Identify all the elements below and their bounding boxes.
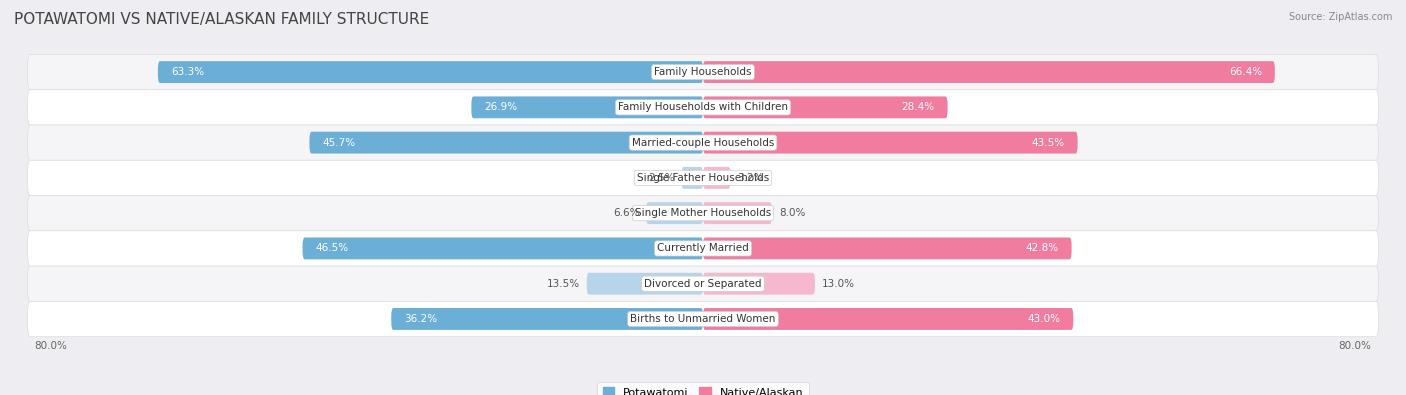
Text: Family Households with Children: Family Households with Children xyxy=(619,102,787,112)
Text: 63.3%: 63.3% xyxy=(170,67,204,77)
Text: Family Households: Family Households xyxy=(654,67,752,77)
Text: Single Mother Households: Single Mother Households xyxy=(636,208,770,218)
Text: Source: ZipAtlas.com: Source: ZipAtlas.com xyxy=(1288,12,1392,22)
Text: Births to Unmarried Women: Births to Unmarried Women xyxy=(630,314,776,324)
Legend: Potawatomi, Native/Alaskan: Potawatomi, Native/Alaskan xyxy=(598,382,808,395)
FancyBboxPatch shape xyxy=(703,61,1275,83)
FancyBboxPatch shape xyxy=(28,55,1378,90)
Text: POTAWATOMI VS NATIVE/ALASKAN FAMILY STRUCTURE: POTAWATOMI VS NATIVE/ALASKAN FAMILY STRU… xyxy=(14,12,429,27)
Text: 3.2%: 3.2% xyxy=(738,173,763,183)
Text: Married-couple Households: Married-couple Households xyxy=(631,137,775,148)
FancyBboxPatch shape xyxy=(391,308,703,330)
FancyBboxPatch shape xyxy=(703,167,731,189)
Text: Divorced or Separated: Divorced or Separated xyxy=(644,279,762,289)
FancyBboxPatch shape xyxy=(28,301,1378,337)
Text: 42.8%: 42.8% xyxy=(1025,243,1059,254)
FancyBboxPatch shape xyxy=(302,237,703,260)
FancyBboxPatch shape xyxy=(28,231,1378,266)
Text: 43.0%: 43.0% xyxy=(1028,314,1060,324)
FancyBboxPatch shape xyxy=(703,96,948,118)
Text: 8.0%: 8.0% xyxy=(779,208,806,218)
Text: 28.4%: 28.4% xyxy=(901,102,935,112)
Text: 2.5%: 2.5% xyxy=(648,173,675,183)
FancyBboxPatch shape xyxy=(703,308,1073,330)
Text: 13.5%: 13.5% xyxy=(547,279,579,289)
FancyBboxPatch shape xyxy=(309,132,703,154)
Text: 43.5%: 43.5% xyxy=(1032,137,1064,148)
FancyBboxPatch shape xyxy=(28,125,1378,160)
Text: 66.4%: 66.4% xyxy=(1229,67,1263,77)
FancyBboxPatch shape xyxy=(586,273,703,295)
Text: Currently Married: Currently Married xyxy=(657,243,749,254)
Text: 46.5%: 46.5% xyxy=(315,243,349,254)
FancyBboxPatch shape xyxy=(703,237,1071,260)
FancyBboxPatch shape xyxy=(703,202,772,224)
FancyBboxPatch shape xyxy=(471,96,703,118)
Text: 36.2%: 36.2% xyxy=(404,314,437,324)
Text: 26.9%: 26.9% xyxy=(484,102,517,112)
Text: 6.6%: 6.6% xyxy=(613,208,640,218)
Text: 45.7%: 45.7% xyxy=(322,137,356,148)
FancyBboxPatch shape xyxy=(28,266,1378,301)
Text: 13.0%: 13.0% xyxy=(823,279,855,289)
FancyBboxPatch shape xyxy=(157,61,703,83)
FancyBboxPatch shape xyxy=(28,196,1378,231)
FancyBboxPatch shape xyxy=(647,202,703,224)
Text: 80.0%: 80.0% xyxy=(1339,341,1371,351)
FancyBboxPatch shape xyxy=(28,160,1378,196)
Text: 80.0%: 80.0% xyxy=(35,341,67,351)
FancyBboxPatch shape xyxy=(682,167,703,189)
FancyBboxPatch shape xyxy=(703,132,1077,154)
Text: Single Father Households: Single Father Households xyxy=(637,173,769,183)
FancyBboxPatch shape xyxy=(703,273,815,295)
FancyBboxPatch shape xyxy=(28,90,1378,125)
